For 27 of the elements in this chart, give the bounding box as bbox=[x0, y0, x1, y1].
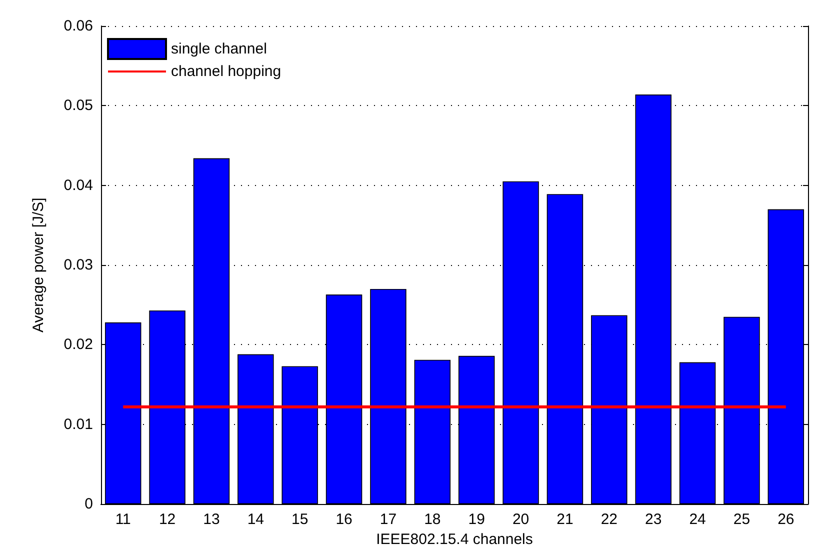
y-tick-label: 0.03 bbox=[64, 256, 93, 274]
x-tick-label: 11 bbox=[115, 511, 131, 528]
x-tick-label: 15 bbox=[292, 511, 308, 528]
x-axis-title: IEEE802.15.4 channels bbox=[376, 531, 533, 548]
x-tick-label: 14 bbox=[247, 511, 264, 528]
y-axis-title: Average power [J/S] bbox=[30, 198, 47, 332]
y-tick-label: 0.04 bbox=[64, 176, 93, 194]
x-tick-label: 24 bbox=[689, 511, 706, 528]
x-tick-label: 18 bbox=[424, 511, 441, 528]
x-tick-label: 25 bbox=[733, 511, 750, 528]
x-tick-label: 26 bbox=[778, 511, 794, 528]
x-tick-label: 19 bbox=[468, 511, 485, 528]
y-tick-label: 0 bbox=[84, 496, 93, 513]
x-tick-label: 17 bbox=[380, 511, 397, 528]
x-tick-label: 12 bbox=[158, 511, 176, 528]
x-tick-label: 16 bbox=[336, 511, 352, 528]
x-tick-label: 23 bbox=[645, 511, 662, 528]
legend-label: single channel bbox=[171, 40, 267, 58]
y-tick-label: 0.02 bbox=[64, 336, 93, 354]
x-tick-label: 22 bbox=[600, 511, 618, 528]
y-tick-label: 0.01 bbox=[64, 416, 93, 433]
y-tick-label: 0.06 bbox=[64, 18, 93, 34]
y-tick-label: 0.05 bbox=[64, 97, 93, 114]
x-tick-label: 21 bbox=[556, 511, 574, 528]
x-tick-label: 13 bbox=[203, 511, 220, 528]
legend-label: channel hopping bbox=[171, 63, 282, 80]
x-tick-label: 20 bbox=[512, 511, 530, 528]
